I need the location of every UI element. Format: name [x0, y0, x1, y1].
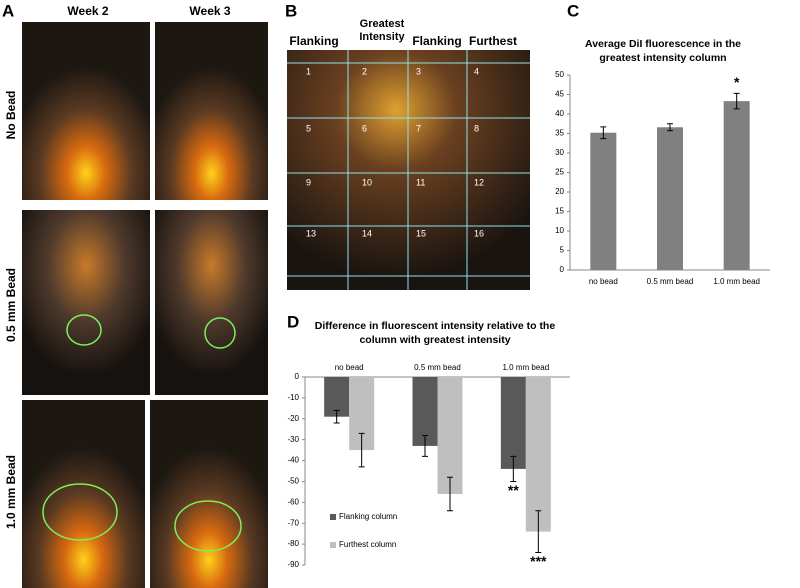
image [155, 22, 268, 200]
panel-label: B [285, 1, 297, 20]
bar [657, 127, 683, 270]
bar [525, 377, 551, 532]
error-bar [422, 434, 428, 457]
cell-number: 5 [306, 123, 311, 133]
x-tick-label: 0.5 mm bead [414, 363, 461, 372]
bead-outline [42, 483, 118, 541]
column-header: Week 3 [189, 4, 230, 18]
column-header: Greatest Intensity [359, 18, 405, 43]
cell-number: 11 [416, 177, 425, 187]
bar [590, 132, 617, 270]
bead-outline [174, 500, 242, 552]
cell-number: 9 [306, 177, 311, 187]
panel-label: C [567, 1, 579, 20]
cell-number: 15 [416, 228, 426, 238]
panel-label: D [287, 312, 299, 331]
y-tick-label: -90 [287, 560, 299, 569]
error-bar [510, 455, 517, 482]
y-tick-label: 0 [560, 265, 565, 274]
column-header: Flanking [412, 34, 461, 48]
x-tick-label: 1.0 mm bead [502, 363, 549, 372]
error-bar [333, 409, 340, 424]
y-tick-label: -80 [287, 539, 299, 548]
bead-outline [66, 314, 102, 346]
y-tick-label: 10 [555, 226, 564, 235]
bar [412, 377, 438, 446]
x-tick-label: no bead [589, 277, 618, 286]
y-tick-label: 40 [555, 109, 564, 118]
row-header: 1.0 mm Bead [4, 455, 18, 529]
y-tick-label: -20 [287, 414, 299, 423]
y-tick-label: 45 [555, 90, 564, 99]
y-tick-label: 35 [555, 129, 564, 138]
error-bar [358, 432, 365, 468]
x-tick-label: no bead [335, 363, 364, 372]
cell-number: 13 [306, 228, 316, 238]
error-bar [733, 92, 740, 110]
error-bar [667, 123, 673, 132]
row-header: 0.5 mm Bead [4, 268, 18, 342]
y-tick-label: 15 [555, 207, 564, 216]
bar [500, 377, 526, 469]
grid-overlay [287, 50, 530, 290]
cell-number: 8 [474, 123, 479, 133]
column-header: Week 2 [67, 4, 108, 18]
x-tick-label: 0.5 mm bead [647, 277, 694, 286]
y-tick-label: 50 [555, 70, 564, 79]
panel-a-images [22, 22, 268, 588]
legend-swatch [330, 514, 336, 520]
bar [723, 101, 750, 270]
cell-number: 1 [306, 66, 311, 76]
image [22, 400, 145, 588]
y-tick-label: 20 [555, 187, 564, 196]
panel-label: A [2, 1, 14, 20]
legend-label: Flanking column [339, 512, 397, 521]
chart-title: Difference in fluorescent intensity rela… [314, 320, 556, 346]
cell-number: 10 [362, 177, 372, 187]
cell-number: 6 [362, 123, 367, 133]
cell-number: 12 [474, 177, 484, 187]
column-header: Furthest [469, 34, 517, 48]
y-tick-label: -60 [287, 497, 299, 506]
chart-title: Average DiI fluorescence in the greatest… [585, 38, 741, 64]
image [22, 22, 150, 200]
error-bar [535, 510, 542, 553]
y-tick-label: 30 [555, 148, 564, 157]
legend-swatch [330, 542, 336, 548]
y-tick-label: -50 [287, 477, 299, 486]
y-tick-label: 0 [295, 372, 300, 381]
bead-outline [204, 317, 236, 349]
y-tick-label: 25 [555, 168, 564, 177]
y-tick-label: -10 [287, 393, 299, 402]
cell-number: 7 [416, 123, 421, 133]
image [22, 210, 150, 395]
bar [437, 377, 463, 494]
cell-number: 14 [362, 228, 372, 238]
error-bar [447, 476, 453, 512]
x-tick-label: 1.0 mm bead [713, 277, 760, 286]
cell-number: 16 [474, 228, 484, 238]
cell-number: 4 [474, 66, 479, 76]
significance-marker: * [734, 74, 740, 90]
y-tick-label: -40 [287, 456, 299, 465]
significance-marker: *** [530, 553, 547, 569]
y-tick-label: -70 [287, 518, 299, 527]
image [150, 400, 268, 588]
y-tick-label: 5 [560, 246, 565, 255]
column-header: Flanking [289, 34, 338, 48]
significance-marker: ** [508, 482, 519, 498]
y-tick-label: -30 [287, 435, 299, 444]
image [155, 210, 268, 395]
legend-label: Furthest column [339, 540, 396, 549]
error-bar [600, 126, 607, 140]
cell-number: 3 [416, 66, 421, 76]
row-header: No Bead [4, 91, 18, 140]
cell-number: 2 [362, 66, 367, 76]
